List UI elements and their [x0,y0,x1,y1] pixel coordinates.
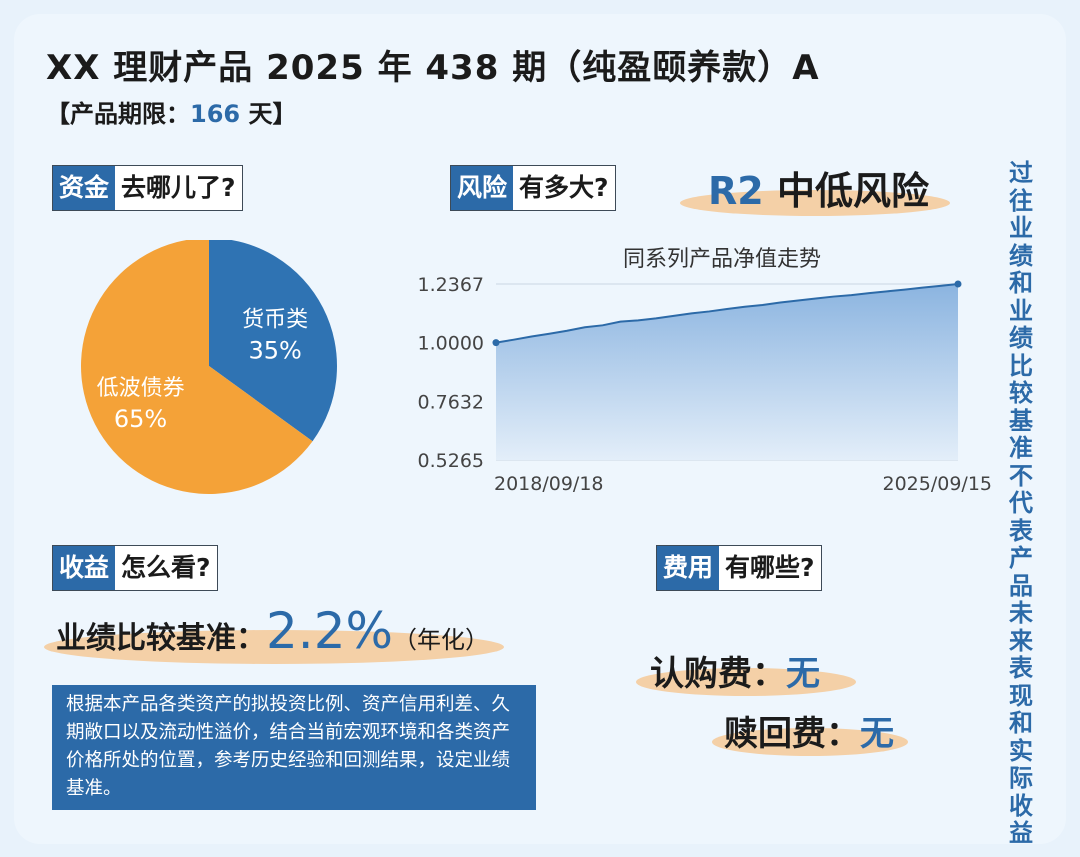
x-start-label: 2018/09/18 [494,473,604,495]
risk-section-tag: 风险 有多大? [450,165,616,211]
funds-section-tag: 资金 去哪儿了? [52,165,243,211]
benchmark: 业绩比较基准：2.2%（年化） [56,602,489,660]
nav-start-point [492,339,500,347]
redemption-fee-highlight [712,728,908,756]
pie-slice-1 [81,240,313,494]
y-tick-label: 0.7632 [418,391,484,413]
x-end-label: 2025/09/15 [882,473,992,495]
pie-label-category: 低波债券 [97,376,185,401]
funds-tag-question: 去哪儿了? [121,173,236,202]
y-tick-label: 1.2367 [418,274,484,296]
risk-level-code: R2 [708,169,764,213]
y-tick-label: 0.5265 [418,450,484,472]
subscription-fee-highlight [636,668,856,696]
subscription-fee: 认购费：无 [650,646,820,695]
fees-tag-label: 费用 [657,546,720,590]
chart-title: 同系列产品净值走势 [623,247,821,272]
redemption-fee-value: 无 [860,714,894,754]
pie-slice-0 [209,240,337,442]
benchmark-highlight [44,630,504,664]
pie-label-percent: 65% [114,405,167,433]
allocation-pie-chart: 货币类 35% 低波债券 65% [81,240,337,494]
nav-line [495,283,959,344]
term-prefix: 【产品期限： [46,100,190,128]
product-term: 【产品期限：166 天】 [46,94,296,129]
y-tick-label: 1.0000 [418,333,484,355]
nav-area [496,284,958,460]
returns-tag-label: 收益 [53,546,116,590]
nav-trend-chart: 同系列产品净值走势 1.2367 1.0000 0.7632 0.5265 2018/09… [418,247,992,495]
benchmark-label: 业绩比较基准： [56,621,266,656]
risk-highlight [680,190,950,216]
pie-label-percent: 35% [248,336,301,364]
benchmark-explanation: 根据本产品各类资产的拟投资比例、资产信用利差、久期敞口以及流动性溢价，结合当前宏… [52,685,536,810]
page-title: XX 理财产品 2025 年 438 期（纯盈颐养款）A [46,48,820,88]
nav-end-point [954,280,962,288]
funds-tag-label: 资金 [53,166,116,210]
risk-tag-label: 风险 [451,166,514,210]
redemption-fee-label: 赎回费： [724,714,860,754]
risk-level: R2 中低风险 [708,160,929,215]
subscription-fee-label: 认购费： [650,654,786,694]
returns-section-tag: 收益 怎么看? [52,545,218,591]
redemption-fee: 赎回费：无 [724,706,894,755]
risk-level-text: 中低风险 [776,169,929,213]
subscription-fee-value: 无 [786,654,820,694]
disclaimer-vertical: 过往业绩和业绩比较基准不代表产品未来表现和实际收益 [1009,159,1033,847]
fees-tag-question: 有哪些? [725,553,815,582]
returns-tag-question: 怎么看? [121,553,211,582]
term-suffix: 天】 [248,100,297,128]
pie-label-category: 货币类 [242,307,308,332]
fees-section-tag: 费用 有哪些? [656,545,822,591]
benchmark-value: 2.2% [266,602,394,660]
benchmark-unit: （年化） [393,626,490,654]
risk-tag-question: 有多大? [519,173,609,202]
term-value: 166 [190,100,241,128]
